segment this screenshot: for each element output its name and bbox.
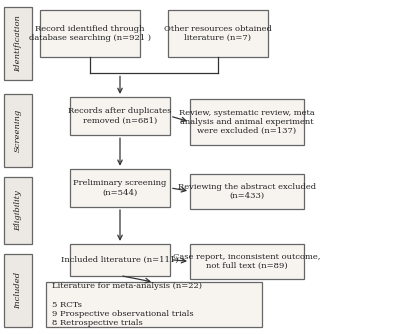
Bar	[190, 244, 304, 279]
Bar	[46, 282, 262, 327]
Bar	[70, 244, 170, 276]
Text: Eligibility: Eligibility	[14, 190, 22, 231]
Text: Reviewing the abstract excluded
(n=433): Reviewing the abstract excluded (n=433)	[178, 183, 316, 200]
Bar	[4, 7, 32, 80]
Text: Case report, inconsistent outcome,
not full text (n=89): Case report, inconsistent outcome, not f…	[173, 253, 321, 270]
Bar	[40, 10, 140, 57]
Text: Included literature (n=111): Included literature (n=111)	[61, 256, 179, 264]
Bar	[168, 10, 268, 57]
Text: Record identified through
database searching (n=921 ): Record identified through database searc…	[29, 25, 151, 42]
Text: Literature for meta-analysis (n=22)

5 RCTs
9 Prospective observational trials
8: Literature for meta-analysis (n=22) 5 RC…	[52, 282, 202, 327]
Bar	[4, 177, 32, 244]
Text: Records after duplicates
removed (n=681): Records after duplicates removed (n=681)	[68, 108, 172, 125]
Bar	[4, 94, 32, 167]
Text: Screening: Screening	[14, 109, 22, 152]
Bar	[190, 174, 304, 209]
Bar	[70, 169, 170, 207]
Bar	[190, 99, 304, 145]
Bar	[4, 254, 32, 327]
Text: Identification: Identification	[14, 15, 22, 72]
Text: Preliminary screening
(n=544): Preliminary screening (n=544)	[73, 179, 167, 196]
Bar	[70, 97, 170, 135]
Text: Included: Included	[14, 272, 22, 309]
Text: Review, systematic review, meta
analysis and animal experiment
were excluded (n=: Review, systematic review, meta analysis…	[179, 109, 315, 135]
Text: Other resources obtained
literature (n=7): Other resources obtained literature (n=7…	[164, 25, 272, 42]
